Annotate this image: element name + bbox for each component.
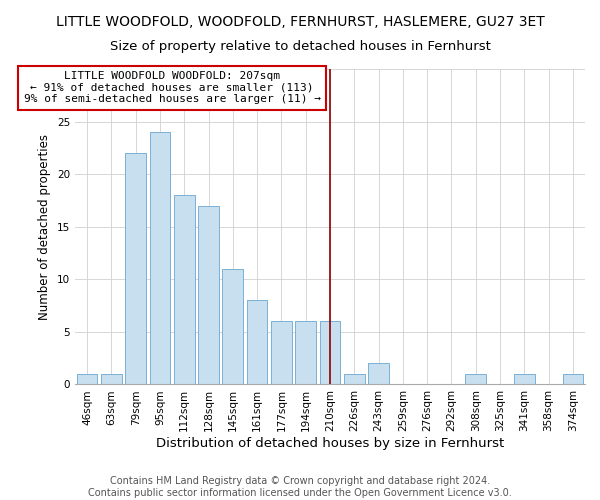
Bar <box>247 300 268 384</box>
Bar <box>223 269 243 384</box>
Bar <box>198 206 219 384</box>
Text: Size of property relative to detached houses in Fernhurst: Size of property relative to detached ho… <box>110 40 490 53</box>
Bar <box>466 374 486 384</box>
Text: LITTLE WOODFOLD, WOODFOLD, FERNHURST, HASLEMERE, GU27 3ET: LITTLE WOODFOLD, WOODFOLD, FERNHURST, HA… <box>56 15 544 29</box>
Bar <box>563 374 583 384</box>
X-axis label: Distribution of detached houses by size in Fernhurst: Distribution of detached houses by size … <box>156 437 504 450</box>
Bar <box>77 374 97 384</box>
Bar <box>320 322 340 384</box>
Bar <box>125 153 146 384</box>
Bar <box>149 132 170 384</box>
Text: LITTLE WOODFOLD WOODFOLD: 207sqm
← 91% of detached houses are smaller (113)
9% o: LITTLE WOODFOLD WOODFOLD: 207sqm ← 91% o… <box>23 71 320 104</box>
Bar <box>271 322 292 384</box>
Bar <box>174 195 194 384</box>
Bar <box>295 322 316 384</box>
Text: Contains HM Land Registry data © Crown copyright and database right 2024.
Contai: Contains HM Land Registry data © Crown c… <box>88 476 512 498</box>
Y-axis label: Number of detached properties: Number of detached properties <box>38 134 51 320</box>
Bar <box>101 374 122 384</box>
Bar <box>344 374 365 384</box>
Bar <box>368 364 389 384</box>
Bar <box>514 374 535 384</box>
